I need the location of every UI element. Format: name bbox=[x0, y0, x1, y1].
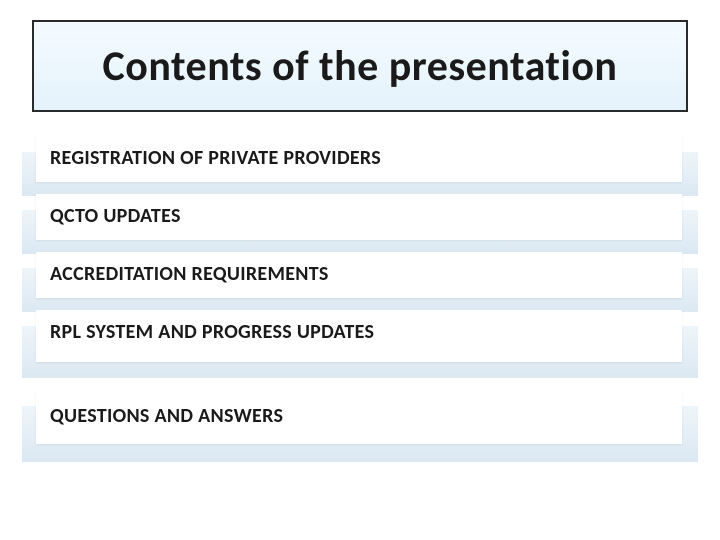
list-item-label: REGISTRATION OF PRIVATE PROVIDERS bbox=[50, 146, 668, 170]
slide-title: Contents of the presentation bbox=[103, 41, 618, 92]
list-item: QUESTIONS AND ANSWERS bbox=[22, 390, 698, 444]
list-item: QCTO UPDATES bbox=[22, 194, 698, 240]
list-item-card: QUESTIONS AND ANSWERS bbox=[36, 390, 682, 444]
list-item-label: RPL SYSTEM AND PROGRESS UPDATES bbox=[50, 320, 668, 344]
list-item-card: RPL SYSTEM AND PROGRESS UPDATES bbox=[36, 310, 682, 362]
contents-list: REGISTRATION OF PRIVATE PROVIDERS QCTO U… bbox=[22, 136, 698, 456]
list-item-label: ACCREDITATION REQUIREMENTS bbox=[50, 262, 668, 286]
list-item-card: ACCREDITATION REQUIREMENTS bbox=[36, 252, 682, 298]
list-item-card: REGISTRATION OF PRIVATE PROVIDERS bbox=[36, 136, 682, 182]
list-item-label: QUESTIONS AND ANSWERS bbox=[50, 404, 668, 428]
list-item-card: QCTO UPDATES bbox=[36, 194, 682, 240]
title-box: Contents of the presentation bbox=[32, 20, 688, 112]
list-item-label: QCTO UPDATES bbox=[50, 204, 668, 228]
list-item: RPL SYSTEM AND PROGRESS UPDATES bbox=[22, 310, 698, 362]
list-item: ACCREDITATION REQUIREMENTS bbox=[22, 252, 698, 298]
list-item: REGISTRATION OF PRIVATE PROVIDERS bbox=[22, 136, 698, 182]
